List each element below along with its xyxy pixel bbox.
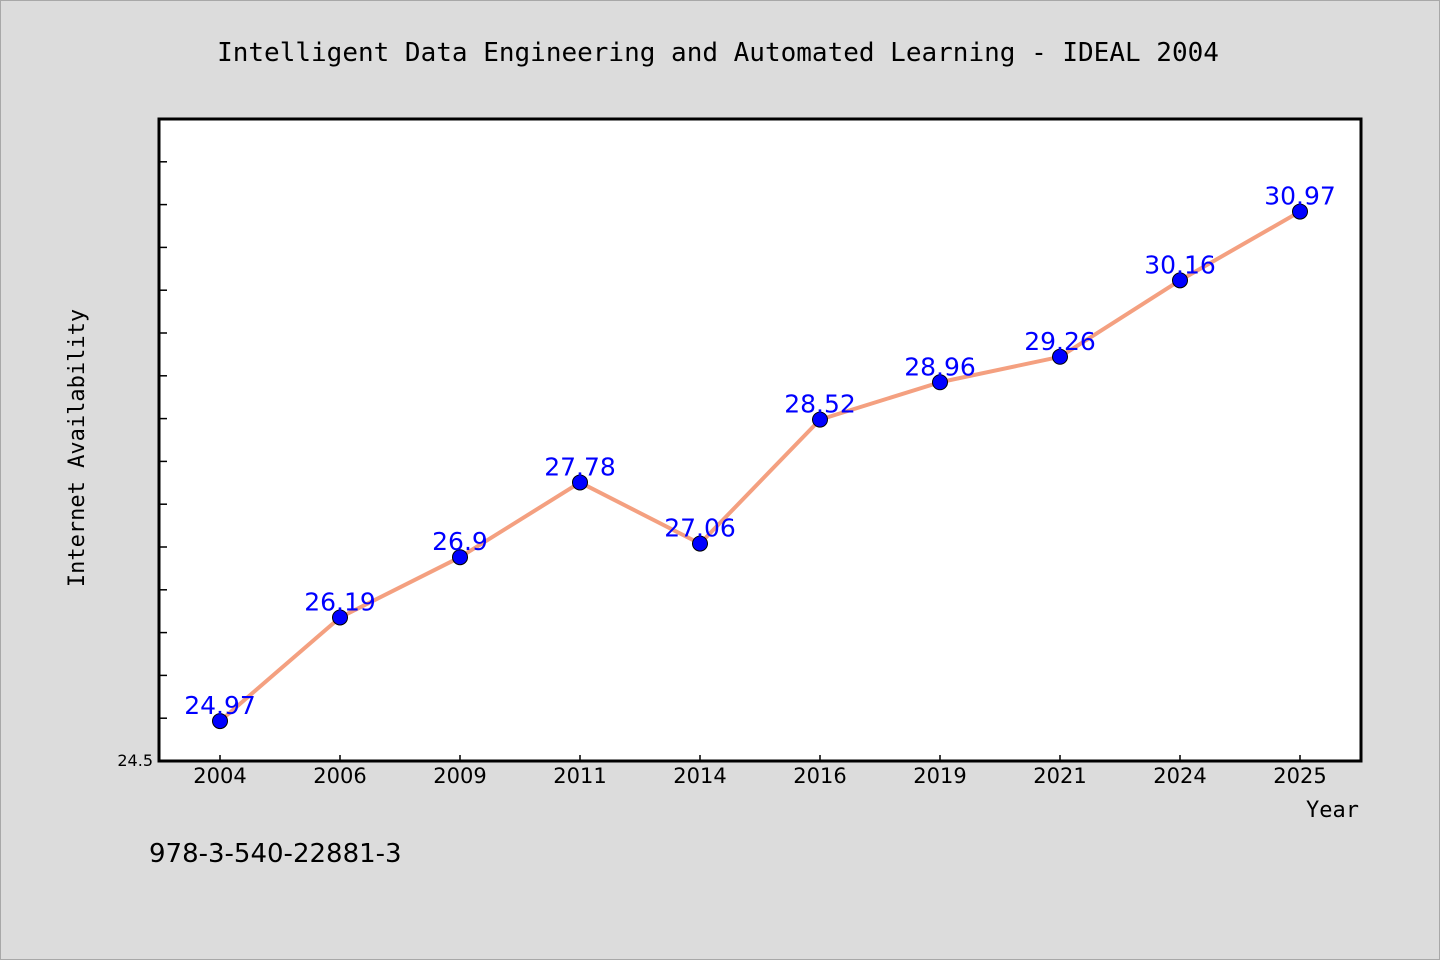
data-point-2014 (692, 535, 708, 552)
data-label-2004: 24.97 (184, 691, 256, 720)
x-axis-tick-labels: 2004 2006 2009 2011 2014 2016 2019 2021 2024 2025 (193, 764, 1326, 788)
data-label-2019: 28.96 (904, 352, 976, 381)
data-labels: 24.97 26.19 26.9 27.78 27.06 28.52 28.96 29.26 3… (184, 182, 1336, 721)
chart-title: Intelligent Data Engineering and Automat… (217, 38, 1219, 68)
x-tick-label-2021: 2021 (1033, 764, 1086, 788)
data-point-2011 (572, 474, 588, 491)
data-point-2024 (1172, 272, 1188, 289)
x-tick-label-2019: 2019 (913, 764, 966, 788)
data-label-2011: 27.78 (544, 452, 616, 481)
y-axis-title: Internet Availability (65, 309, 90, 587)
x-axis-title: Year (1306, 798, 1359, 823)
x-axis-ticks (219, 755, 1301, 761)
data-label-2014: 27.06 (664, 514, 736, 543)
data-label-2021: 29.26 (1024, 327, 1096, 356)
x-tick-label-2011: 2011 (553, 764, 606, 788)
plot-area (157, 117, 1363, 763)
x-tick-label-2025: 2025 (1273, 764, 1326, 788)
data-point-2021 (1052, 348, 1068, 365)
data-point-2016 (812, 411, 828, 428)
data-label-2016: 28.52 (784, 390, 856, 419)
footnote: 978-3-540-22881-3 (149, 839, 402, 869)
data-point-2006 (332, 609, 348, 626)
x-tick-label-2016: 2016 (793, 764, 846, 788)
data-label-2009: 26.9 (432, 527, 488, 556)
x-tick-label-2006: 2006 (313, 764, 366, 788)
x-tick-label-2009: 2009 (433, 764, 486, 788)
data-point-2025 (1292, 203, 1308, 220)
x-tick-label-2004: 2004 (193, 764, 246, 788)
data-point-2019 (932, 374, 948, 391)
y-axis-tick-labels: 24.5 (117, 751, 153, 770)
data-label-2024: 30.16 (1144, 250, 1216, 279)
data-point-2004 (212, 713, 228, 730)
data-markers (212, 203, 1308, 730)
y-tick-label: 24.5 (117, 751, 153, 770)
data-point-2009 (452, 549, 468, 566)
data-label-2006: 26.19 (304, 587, 376, 616)
series-line (218, 209, 1301, 723)
y-axis-ticks (159, 118, 167, 762)
x-tick-label-2024: 2024 (1153, 764, 1206, 788)
data-label-2025: 30.97 (1264, 182, 1336, 211)
x-tick-label-2014: 2014 (673, 764, 726, 788)
